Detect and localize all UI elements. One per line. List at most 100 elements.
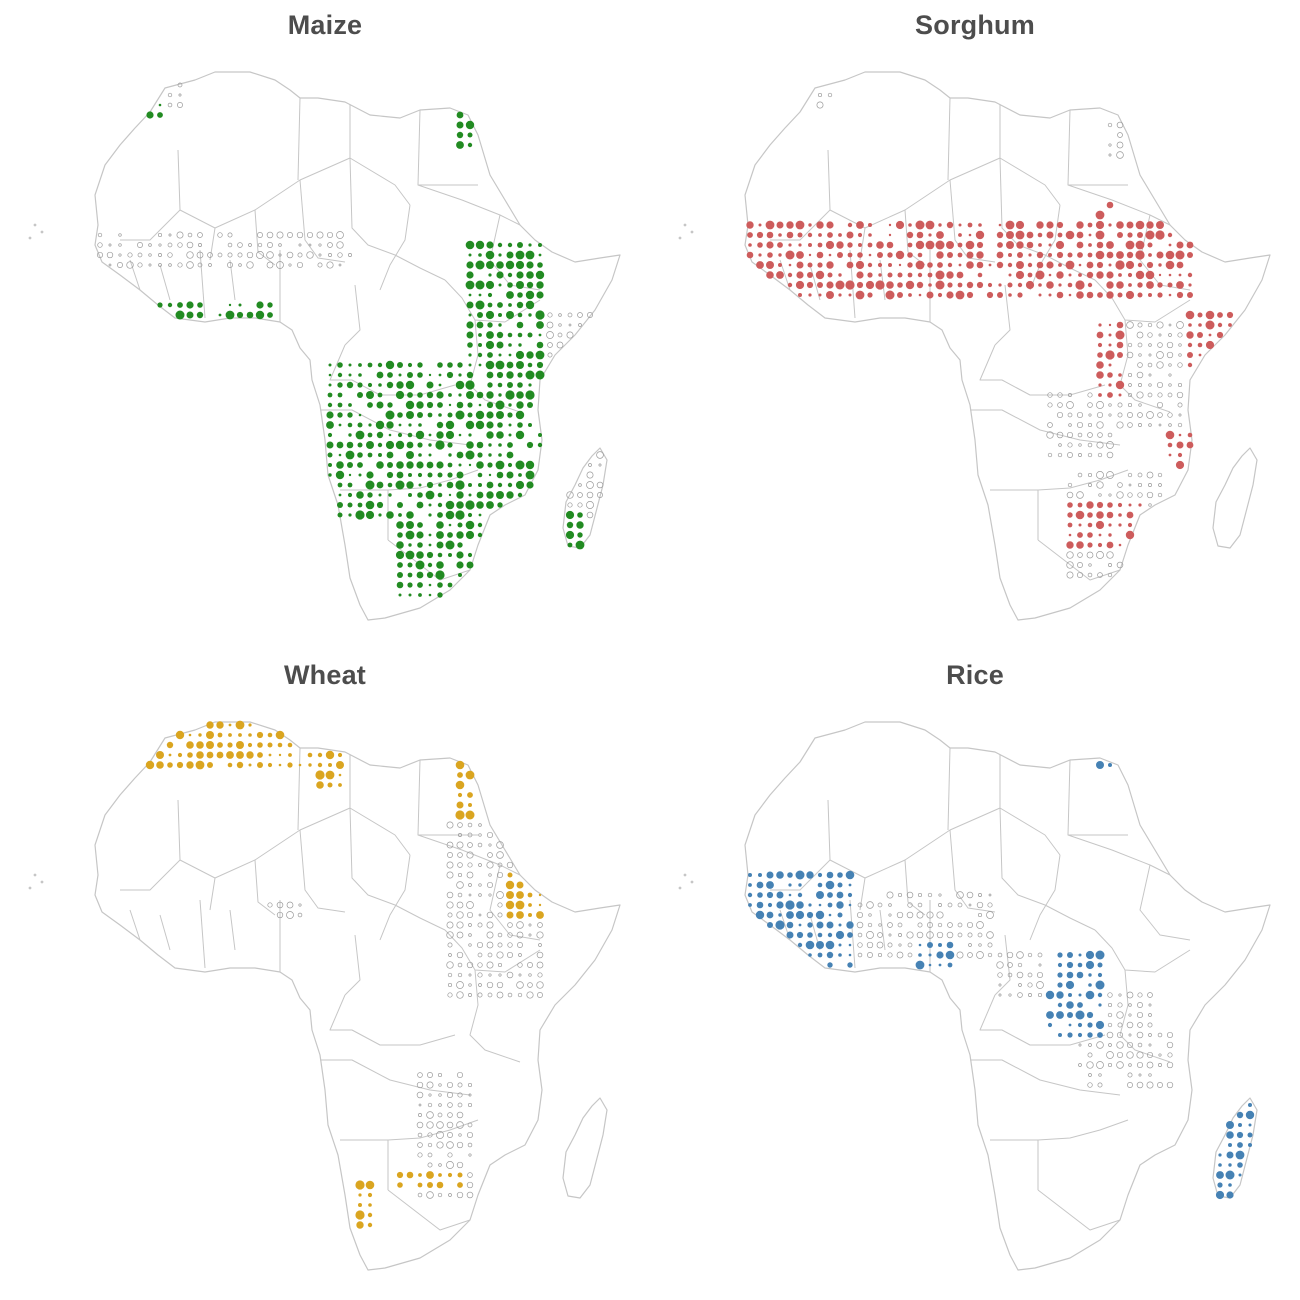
crop-dot xyxy=(1095,1020,1105,1030)
empty-dot xyxy=(1066,551,1074,559)
crop-dot xyxy=(425,490,435,500)
country-border xyxy=(120,859,181,891)
empty-dot xyxy=(1036,971,1044,979)
crop-dot xyxy=(236,311,244,319)
crop-dot xyxy=(267,732,273,738)
crop-dot xyxy=(858,243,862,247)
crop-dot xyxy=(298,763,302,767)
empty-dot xyxy=(1006,951,1014,959)
empty-dot xyxy=(1007,962,1013,968)
crop-dot xyxy=(206,741,214,749)
crop-dot xyxy=(845,870,855,880)
crop-dot xyxy=(1065,980,1075,990)
empty-dot xyxy=(977,932,983,938)
crop-dot xyxy=(1118,513,1122,517)
crop-dot xyxy=(328,473,332,477)
crop-dot xyxy=(1187,362,1193,368)
crop-dot xyxy=(525,250,535,260)
empty-dot xyxy=(986,931,994,939)
crop-dot xyxy=(358,473,362,477)
crop-dot xyxy=(1095,250,1105,260)
empty-dot xyxy=(898,933,902,937)
crop-dot xyxy=(418,453,422,457)
crop-dot xyxy=(386,511,394,519)
crop-dot xyxy=(1226,1131,1234,1139)
empty-dot xyxy=(417,1072,423,1078)
country-border xyxy=(949,179,996,263)
crop-dot xyxy=(1118,523,1122,527)
empty-dot xyxy=(856,921,864,929)
empty-dot xyxy=(968,903,972,907)
crop-dot xyxy=(386,421,394,429)
crop-dot xyxy=(507,272,513,278)
crop-dot xyxy=(458,573,462,577)
crop-dot xyxy=(396,581,404,589)
empty-dot xyxy=(1098,1073,1102,1077)
empty-dot xyxy=(1177,332,1183,338)
island xyxy=(690,230,694,234)
crop-dot xyxy=(1006,231,1014,239)
empty-dot xyxy=(237,242,243,248)
empty-dot xyxy=(306,251,314,259)
empty-dot xyxy=(336,241,344,249)
crop-dot xyxy=(186,311,194,319)
crop-dot xyxy=(1047,1022,1053,1028)
crop-dot xyxy=(365,480,375,490)
empty-dot xyxy=(868,913,872,917)
crop-dot xyxy=(486,501,494,509)
crop-dot xyxy=(937,262,943,268)
crop-dot xyxy=(1097,292,1103,298)
crop-dot xyxy=(407,562,413,568)
crop-dot xyxy=(1085,990,1095,1000)
crop-dot xyxy=(1126,221,1134,229)
crop-dot xyxy=(327,452,333,458)
crop-dot xyxy=(358,363,362,367)
crop-dot xyxy=(535,310,545,320)
crop-dot xyxy=(798,293,802,297)
empty-dot xyxy=(477,952,483,958)
empty-dot xyxy=(97,232,103,238)
crop-dot xyxy=(396,541,404,549)
crop-dot xyxy=(358,1193,362,1197)
empty-dot xyxy=(957,932,963,938)
crop-dot xyxy=(206,731,214,739)
empty-dot xyxy=(577,502,583,508)
empty-dot xyxy=(448,1193,452,1197)
crop-dot xyxy=(958,233,962,237)
country-border xyxy=(340,489,389,540)
country-border xyxy=(379,854,411,941)
crop-dot xyxy=(438,373,442,377)
country-border xyxy=(379,204,411,291)
crop-dot xyxy=(1247,1132,1253,1138)
island xyxy=(33,873,37,877)
crop-dot xyxy=(887,272,893,278)
empty-dot xyxy=(547,342,553,348)
crop-dot xyxy=(1168,453,1172,457)
crop-dot xyxy=(748,883,752,887)
crop-dot xyxy=(1096,331,1104,339)
crop-dot xyxy=(528,383,532,387)
empty-dot xyxy=(1096,471,1104,479)
crop-dot xyxy=(355,510,365,520)
crop-dot xyxy=(856,271,864,279)
crop-dot xyxy=(1087,512,1093,518)
crop-dot xyxy=(1135,240,1145,250)
empty-dot xyxy=(1087,442,1093,448)
empty-dot xyxy=(1087,422,1093,428)
empty-dot xyxy=(877,952,883,958)
crop-dot xyxy=(376,371,384,379)
crop-dot xyxy=(496,471,504,479)
crop-dot xyxy=(1095,210,1105,220)
crop-dot xyxy=(805,940,815,950)
empty-dot xyxy=(536,931,544,939)
empty-dot xyxy=(866,901,874,909)
country-border xyxy=(1139,864,1191,941)
empty-dot xyxy=(456,1071,464,1079)
empty-dot xyxy=(468,933,472,937)
crop-dot xyxy=(796,251,804,259)
empty-dot xyxy=(946,931,954,939)
empty-dot xyxy=(536,981,544,989)
crop-dot xyxy=(1205,340,1215,350)
empty-dot xyxy=(506,971,514,979)
crop-dot xyxy=(476,391,484,399)
